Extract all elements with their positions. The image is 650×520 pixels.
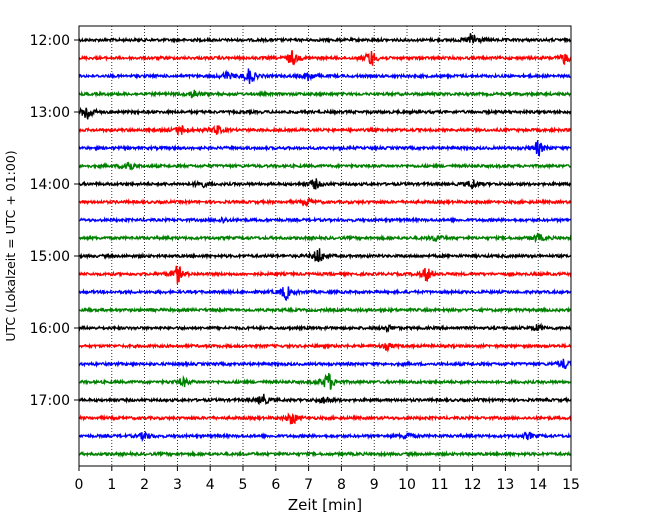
x-tick-label: 0 [75, 477, 84, 493]
trace-1700 [78, 393, 572, 406]
y-axis-ticks: 12:00 13:00 14:00 15:00 16:00 17:00 [30, 33, 79, 409]
x-axis-label: Zeit [min] [288, 496, 362, 514]
x-tick-label: 13 [496, 477, 514, 493]
x-tick-label: 1 [107, 477, 116, 493]
y-tick-label: 17:00 [30, 393, 70, 409]
y-tick-label: 13:00 [30, 105, 70, 121]
trace-1645 [78, 372, 572, 390]
x-tick-label: 9 [370, 477, 379, 493]
x-gridlines [111, 26, 539, 466]
trace-1245 [78, 89, 572, 99]
plot-frame [78, 25, 572, 467]
x-tick-label: 8 [337, 477, 346, 493]
trace-1715 [78, 412, 572, 425]
x-tick-label: 12 [464, 477, 482, 493]
x-tick-label: 2 [140, 477, 149, 493]
x-tick-label: 4 [206, 477, 215, 493]
trace-1445 [78, 232, 572, 244]
y-tick-label: 16:00 [30, 321, 70, 337]
trace-1600 [78, 322, 572, 333]
y-tick-label: 12:00 [30, 33, 70, 49]
trace-1615 [78, 341, 572, 353]
trace-1400 [78, 178, 572, 190]
trace-1300 [78, 106, 572, 120]
trace-1500 [78, 248, 572, 263]
seismic-traces [78, 33, 572, 458]
x-tick-label: 14 [529, 477, 547, 493]
trace-1345 [78, 161, 572, 171]
x-tick-label: 6 [271, 477, 280, 493]
trace-1745 [78, 450, 572, 458]
trace-1630 [78, 358, 572, 370]
x-tick-label: 7 [304, 477, 313, 493]
x-tick-label: 5 [239, 477, 248, 493]
trace-1315 [78, 124, 572, 136]
x-tick-label: 3 [173, 477, 182, 493]
trace-1330 [78, 140, 572, 157]
y-axis-label: UTC (Lokalzeit = UTC + 01:00) [3, 150, 18, 341]
trace-1230 [78, 68, 572, 85]
trace-1545 [78, 306, 572, 315]
x-tick-label: 10 [398, 477, 416, 493]
trace-1215 [78, 50, 572, 66]
trace-1515 [78, 265, 572, 284]
y-tick-label: 15:00 [30, 249, 70, 265]
trace-1430 [78, 215, 572, 225]
x-axis-ticks: 0 1 2 3 4 5 6 7 8 9 10 11 12 13 14 15 [75, 466, 580, 493]
trace-1730 [78, 430, 572, 443]
trace-1530 [78, 286, 572, 302]
x-tick-label: 15 [562, 477, 580, 493]
y-tick-label: 14:00 [30, 177, 70, 193]
trace-1415 [78, 197, 572, 208]
trace-1200 [78, 33, 572, 45]
x-tick-label: 11 [431, 477, 449, 493]
